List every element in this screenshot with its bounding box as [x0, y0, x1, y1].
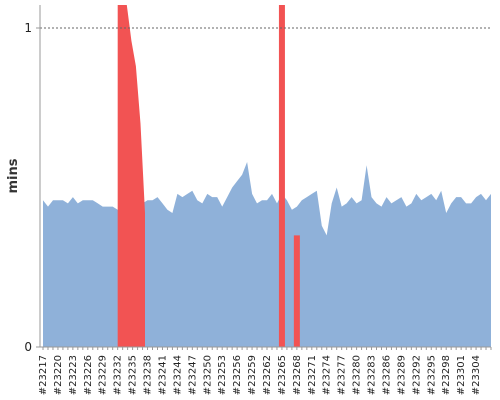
x-axis: #23217 #23220 #23223 #23226 #23229 #23232 #232… — [38, 346, 492, 395]
x-tick-label: #23256 — [232, 355, 243, 395]
x-tick-label: #23253 — [217, 355, 228, 395]
x-tick-label: #23304 — [471, 355, 482, 395]
x-tick-label: #23244 — [172, 355, 183, 395]
x-tick-label: #23226 — [83, 355, 94, 395]
x-tick-label: #23283 — [367, 355, 378, 395]
x-tick-label: #23247 — [187, 355, 198, 395]
x-tick-label: #23217 — [38, 355, 49, 395]
x-tick-label: #23250 — [202, 355, 213, 395]
x-tick-label: #23259 — [247, 355, 258, 395]
x-tick-label: #23229 — [98, 355, 109, 395]
x-tick-label: #23238 — [143, 355, 154, 395]
plot-area — [40, 5, 491, 347]
y-axis: mins 0 1 — [6, 5, 41, 354]
x-tick-label: #23262 — [262, 355, 273, 395]
x-tick-label: #23295 — [426, 355, 437, 395]
y-tick-label: 1 — [24, 21, 32, 35]
x-tick-label: #23268 — [292, 355, 303, 395]
x-tick-label: #23277 — [337, 355, 348, 395]
y-tick-label: 0 — [24, 340, 32, 354]
x-tick-label: #23289 — [396, 355, 407, 395]
x-tick-label: #23235 — [128, 355, 139, 395]
x-tick-label: #23220 — [53, 355, 64, 395]
highlight-area-2 — [293, 235, 300, 347]
y-axis-label: mins — [6, 158, 21, 193]
x-tick-label: #23286 — [382, 355, 393, 395]
x-tick-label: #23301 — [456, 355, 467, 395]
highlight-area-0 — [117, 5, 145, 347]
x-tick-label: #23298 — [441, 355, 452, 395]
x-tick-label: #23280 — [352, 355, 363, 395]
x-tick-label: #23223 — [68, 355, 79, 395]
x-tick-label: #23265 — [277, 355, 288, 395]
x-tick-label: #23241 — [158, 355, 169, 395]
x-tick-label: #23292 — [411, 355, 422, 395]
highlight-area-1 — [278, 5, 285, 347]
x-tick-label: #23232 — [113, 355, 124, 395]
x-tick-label: #23271 — [307, 355, 318, 395]
series-area — [43, 162, 491, 347]
x-tick-label: #23274 — [322, 355, 333, 395]
